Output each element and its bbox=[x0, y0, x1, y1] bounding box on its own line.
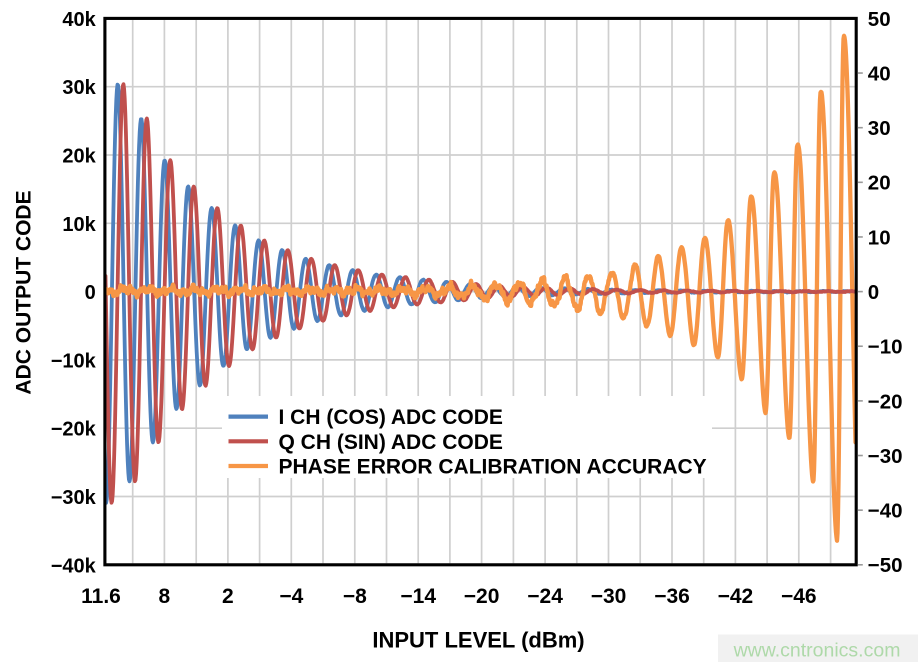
svg-text:−20k: −20k bbox=[51, 419, 97, 441]
svg-text:0: 0 bbox=[85, 282, 96, 304]
svg-text:50: 50 bbox=[868, 8, 891, 31]
svg-text:−20: −20 bbox=[868, 390, 903, 413]
svg-text:−4: −4 bbox=[279, 585, 303, 608]
svg-text:10: 10 bbox=[868, 226, 891, 249]
svg-text:−24: −24 bbox=[527, 585, 563, 608]
svg-text:−10: −10 bbox=[868, 336, 903, 359]
svg-text:I CH (COS) ADC CODE: I CH (COS) ADC CODE bbox=[279, 406, 503, 429]
svg-text:10k: 10k bbox=[62, 214, 96, 236]
svg-text:www.cntronics.com: www.cntronics.com bbox=[733, 640, 901, 662]
svg-text:ADC OUTPUT CODE: ADC OUTPUT CODE bbox=[13, 190, 36, 394]
svg-text:11.6: 11.6 bbox=[81, 585, 121, 608]
svg-text:0: 0 bbox=[868, 281, 879, 304]
svg-text:Q CH (SIN) ADC CODE: Q CH (SIN) ADC CODE bbox=[279, 431, 503, 454]
svg-text:PHASE ERROR CALIBRATION ACCURA: PHASE ERROR CALIBRATION ACCURACY bbox=[279, 456, 707, 479]
svg-text:−40k: −40k bbox=[51, 555, 97, 577]
svg-text:−14: −14 bbox=[400, 585, 436, 608]
svg-text:30: 30 bbox=[868, 117, 891, 140]
svg-text:20: 20 bbox=[868, 172, 891, 195]
svg-text:−8: −8 bbox=[343, 585, 367, 608]
svg-text:−42: −42 bbox=[718, 585, 754, 608]
svg-text:−30: −30 bbox=[591, 585, 627, 608]
svg-text:20k: 20k bbox=[62, 146, 96, 168]
svg-text:−20: −20 bbox=[464, 585, 500, 608]
svg-text:8: 8 bbox=[159, 585, 171, 608]
svg-text:−10k: −10k bbox=[51, 350, 97, 372]
svg-text:−30: −30 bbox=[868, 445, 903, 468]
svg-text:2: 2 bbox=[222, 585, 234, 608]
svg-text:−46: −46 bbox=[781, 585, 817, 608]
svg-text:−30k: −30k bbox=[51, 487, 97, 509]
svg-text:−40: −40 bbox=[868, 500, 903, 523]
svg-text:40: 40 bbox=[868, 62, 891, 85]
svg-text:−50: −50 bbox=[868, 554, 903, 577]
svg-text:30k: 30k bbox=[62, 77, 96, 99]
svg-text:INPUT LEVEL (dBm): INPUT LEVEL (dBm) bbox=[372, 628, 584, 653]
svg-text:−36: −36 bbox=[654, 585, 690, 608]
svg-text:40k: 40k bbox=[62, 9, 96, 31]
